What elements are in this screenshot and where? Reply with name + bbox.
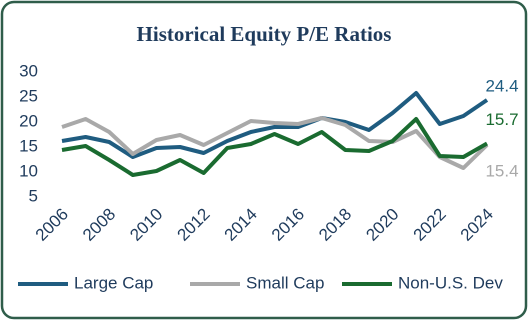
end-label: 24.4: [485, 76, 518, 95]
legend-label: Large Cap: [74, 273, 153, 292]
y-tick-label: 20: [19, 111, 38, 130]
y-tick-label: 30: [19, 61, 38, 80]
series-line: [61, 91, 489, 159]
y-tick-label: 10: [19, 161, 38, 180]
legend-label: Small Cap: [246, 273, 324, 292]
chart-title: Historical Equity P/E Ratios: [137, 22, 392, 46]
y-tick-label: 5: [29, 186, 38, 205]
series-line: [61, 116, 489, 170]
series-line: [61, 117, 488, 177]
end-label: 15.4: [485, 161, 518, 180]
y-tick-label: 15: [19, 136, 38, 155]
end-label: 15.7: [485, 110, 518, 129]
y-tick-label: 25: [19, 86, 38, 105]
legend-label: Non-U.S. Dev: [398, 273, 503, 292]
